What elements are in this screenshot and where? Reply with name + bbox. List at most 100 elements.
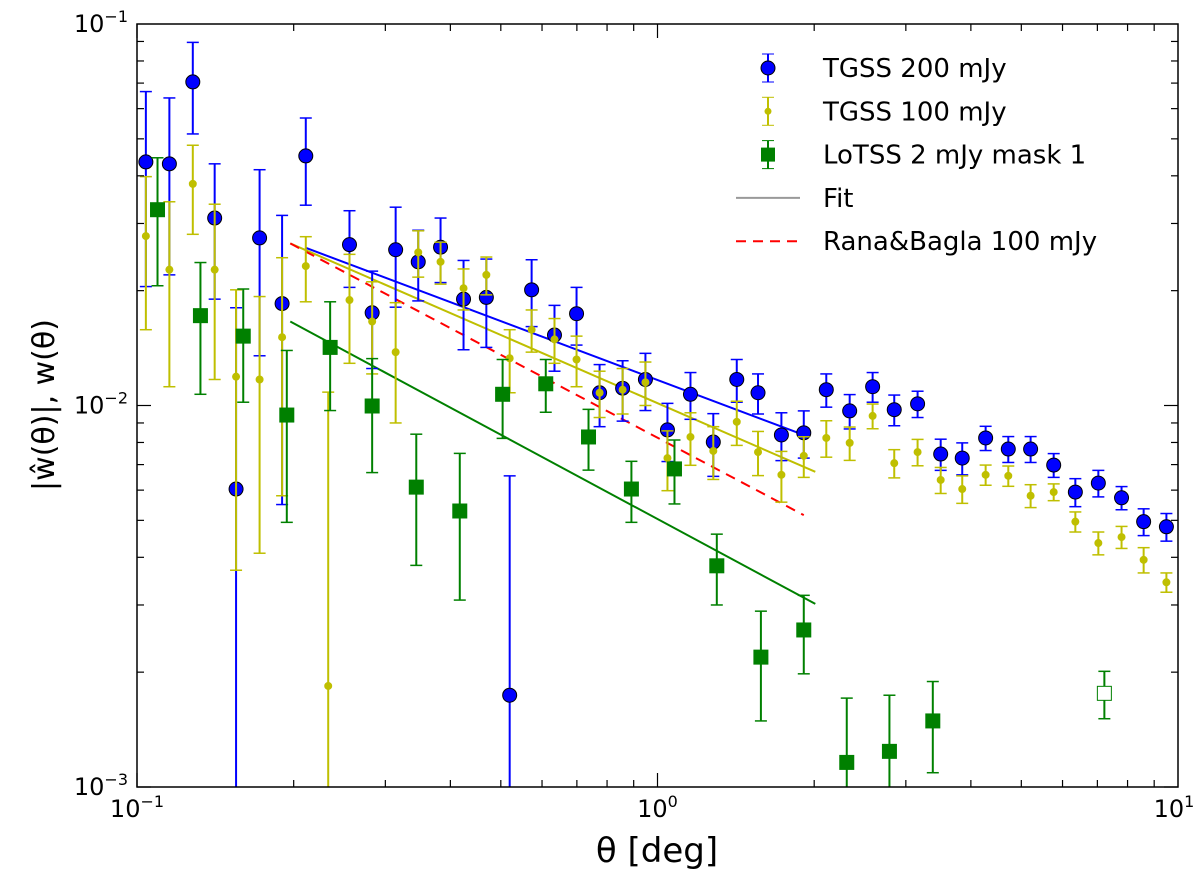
data-point — [618, 385, 627, 394]
plot-frame — [136, 23, 1179, 788]
data-point — [822, 433, 831, 442]
legend-item: LoTSS 2 mJy mask 1 — [761, 140, 1086, 171]
data-point — [732, 417, 741, 426]
data-point — [1117, 533, 1126, 542]
data-point — [1139, 555, 1148, 564]
data-point — [436, 257, 445, 266]
data-point — [623, 481, 639, 497]
data-point — [368, 317, 377, 326]
data-point — [1071, 517, 1080, 526]
data-point — [1162, 578, 1171, 587]
data-point — [572, 355, 581, 364]
data-point — [550, 335, 559, 344]
data-point — [881, 743, 897, 759]
data-point — [569, 306, 585, 322]
data-point — [278, 333, 287, 342]
data-point — [527, 325, 536, 334]
data-point — [414, 248, 423, 257]
data-point — [388, 242, 404, 258]
legend-marker — [764, 107, 772, 115]
legend: TGSS 200 mJy TGSS 100 mJy LoTSS 2 mJy mask… — [736, 53, 1097, 257]
data-point — [255, 375, 264, 384]
data-point — [161, 156, 177, 172]
data-point — [799, 451, 808, 460]
data-point — [1000, 441, 1016, 457]
data-point — [750, 385, 766, 401]
data-point — [502, 687, 518, 703]
data-point — [1136, 514, 1152, 530]
data-point — [581, 429, 597, 445]
data-point — [818, 382, 834, 398]
data-point — [981, 470, 990, 479]
data-point — [842, 403, 858, 419]
legend-item: Rana&Bagla 100 mJy — [736, 227, 1097, 257]
data-point — [538, 376, 554, 392]
legend-label: TGSS 100 mJy — [822, 97, 1007, 127]
data-point — [1094, 539, 1103, 548]
x-tick-label: 100 — [637, 792, 678, 823]
data-point — [459, 284, 468, 293]
data-point — [341, 237, 357, 253]
legend-item: Fit — [736, 184, 853, 214]
data-point — [839, 754, 855, 770]
data-point — [252, 230, 268, 246]
legend-item: TGSS 100 mJy — [762, 96, 1007, 127]
data-point — [1046, 457, 1062, 473]
data-point — [641, 378, 650, 387]
data-point — [482, 270, 491, 279]
data-point — [978, 430, 994, 446]
data-point — [1114, 490, 1130, 506]
data-point — [1026, 491, 1035, 500]
y-tick-label: 10−2 — [74, 389, 128, 420]
data-point — [495, 386, 511, 402]
data-point — [1023, 441, 1039, 457]
data-point — [913, 448, 922, 457]
data-point — [595, 388, 604, 397]
legend-label: Fit — [823, 184, 853, 214]
data-point — [958, 485, 967, 494]
data-point — [150, 202, 166, 218]
x-axis-label: θ [deg] — [596, 831, 718, 870]
legend-marker — [760, 60, 776, 76]
data-point — [754, 448, 763, 457]
data-point — [886, 402, 902, 418]
legend-item: TGSS 200 mJy — [760, 53, 1007, 84]
data-point — [408, 479, 424, 495]
data-point — [682, 386, 698, 402]
data-point — [391, 348, 400, 357]
legend-marker — [761, 147, 775, 162]
data-point — [165, 265, 174, 274]
negative-data-point — [1096, 685, 1112, 701]
data-point — [1158, 519, 1174, 535]
data-point — [890, 459, 899, 468]
data-point — [933, 446, 949, 462]
y-tick-label: 10−1 — [74, 7, 128, 38]
data-point — [364, 398, 380, 414]
data-point — [865, 379, 881, 395]
data-point — [1090, 475, 1106, 491]
data-point — [709, 446, 718, 455]
data-point — [666, 461, 682, 477]
data-point — [686, 432, 695, 441]
data-point — [925, 713, 941, 729]
data-point — [279, 407, 295, 423]
x-tick-label: 10−1 — [110, 792, 164, 823]
data-point — [845, 438, 854, 447]
data-point — [452, 503, 468, 519]
data-point — [524, 282, 540, 298]
data-point — [235, 328, 251, 344]
data-point — [188, 179, 197, 188]
data-point — [773, 427, 789, 443]
data-point — [796, 622, 812, 638]
data-point — [141, 232, 150, 241]
data-point — [324, 681, 333, 690]
data-point — [232, 372, 241, 381]
data-point — [910, 396, 926, 412]
data-point — [936, 475, 945, 484]
data-point — [138, 154, 154, 170]
data-point — [185, 74, 201, 90]
y-axis-label: |ŵ(θ)|, w(θ) — [27, 319, 62, 491]
data-point — [868, 411, 877, 420]
data-point — [777, 470, 786, 479]
